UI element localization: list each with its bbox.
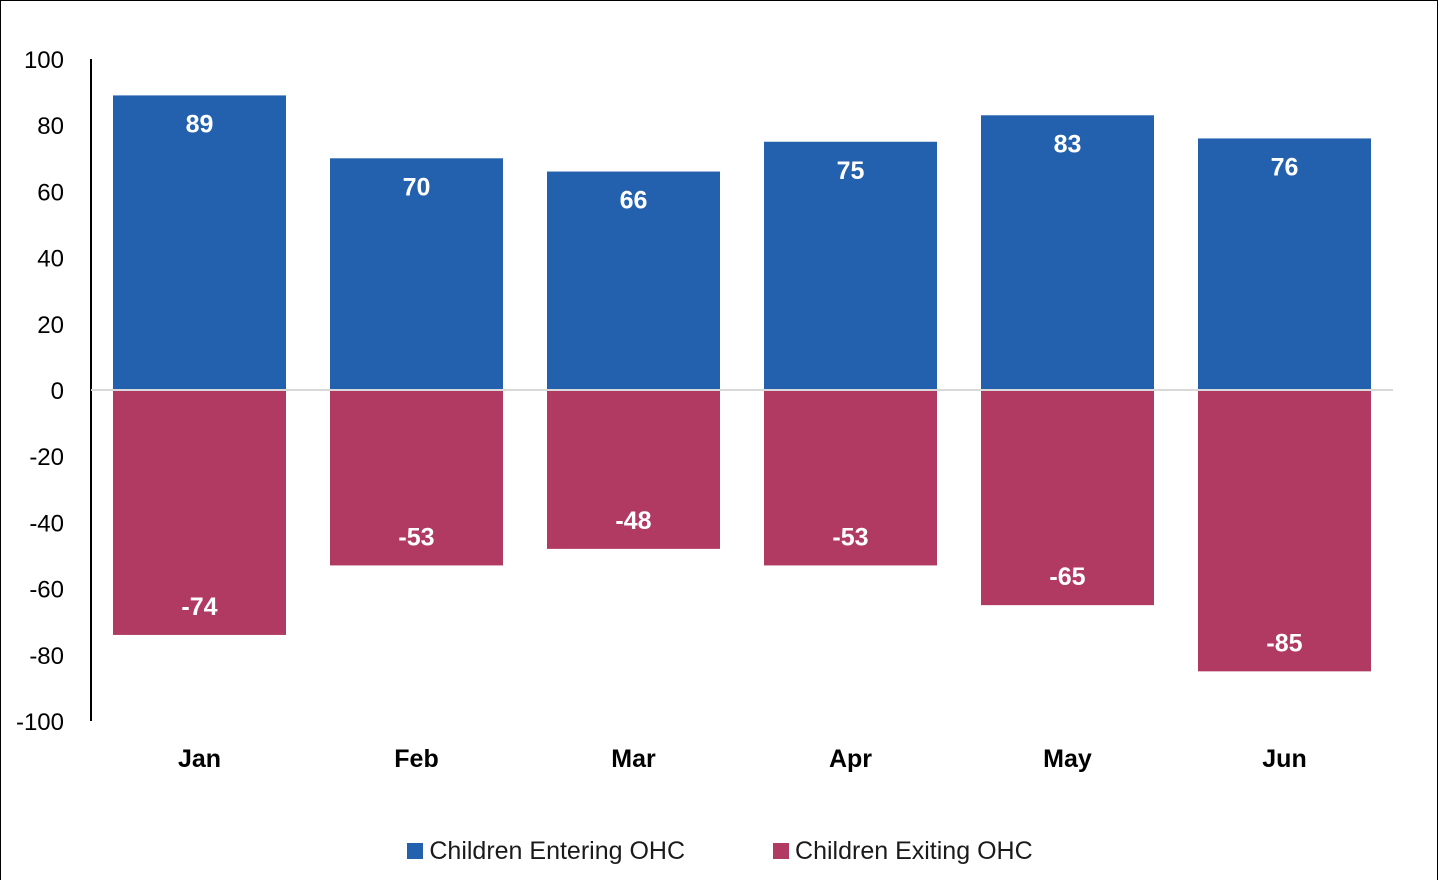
y-tick-label: -100 [16, 709, 64, 736]
x-category-label: Apr [829, 745, 872, 773]
legend-label-entering: Children Entering OHC [429, 836, 686, 865]
x-category-label: Mar [611, 745, 656, 773]
x-category-label: Jun [1262, 745, 1306, 773]
data-label-exiting-jan: -74 [181, 593, 217, 621]
data-label-entering-feb: 70 [403, 173, 431, 201]
data-label-exiting-jun: -85 [1266, 629, 1302, 657]
y-tick-label: -40 [29, 510, 64, 537]
data-label-entering-apr: 75 [837, 157, 865, 185]
bar-exiting-jan [113, 390, 286, 635]
data-label-exiting-apr: -53 [832, 523, 868, 551]
bar-exiting-jun [1198, 390, 1371, 672]
x-axis-categories: Jan Feb Mar Apr May Jun [178, 745, 1307, 773]
y-tick-label: -60 [29, 577, 64, 604]
bar-exiting-apr [764, 390, 937, 566]
y-tick-label: 40 [37, 246, 64, 273]
legend-swatch-entering [407, 843, 424, 859]
data-label-entering-may: 83 [1054, 130, 1082, 158]
legend-label-exiting: Children Exiting OHC [795, 836, 1033, 865]
y-tick-label: -80 [29, 643, 64, 670]
x-category-label: May [1043, 745, 1092, 773]
bar-exiting-feb [330, 390, 503, 566]
bar-entering-mar [547, 171, 720, 390]
y-axis-ticks: 100 80 60 40 20 0 -20 -40 -60 -80 -100 [16, 47, 64, 736]
legend-item-entering: Children Entering OHC [407, 837, 685, 866]
data-label-exiting-feb: -53 [398, 523, 434, 551]
y-tick-label: 20 [37, 312, 64, 339]
data-label-exiting-mar: -48 [615, 507, 651, 535]
y-tick-label: 0 [51, 378, 64, 405]
data-label-entering-jan: 89 [186, 110, 214, 138]
legend-swatch-exiting [773, 843, 790, 859]
legend-item-exiting: Children Exiting OHC [773, 837, 1033, 866]
y-tick-label: 80 [37, 113, 64, 140]
y-tick-label: -20 [29, 444, 64, 471]
diverging-bar-chart: 100 80 60 40 20 0 -20 -40 -60 -80 -100 89 -74 70 -53 6… [16, 47, 1393, 773]
data-label-entering-jun: 76 [1271, 153, 1299, 181]
data-label-exiting-may: -65 [1049, 563, 1085, 591]
bar-entering-feb [330, 158, 503, 390]
data-label-entering-mar: 66 [620, 187, 648, 215]
legend: Children Entering OHC Children Exiting O… [0, 833, 1440, 869]
y-tick-label: 60 [37, 179, 64, 206]
bar-exiting-mar [547, 390, 720, 549]
bar-entering-apr [764, 141, 937, 390]
x-category-label: Feb [394, 745, 438, 773]
bar-entering-jun [1198, 138, 1371, 390]
bar-exiting-may [981, 390, 1154, 606]
bar-entering-may [981, 115, 1154, 391]
x-category-label: Jan [178, 745, 221, 773]
y-tick-label: 100 [24, 47, 64, 74]
bar-entering-jan [113, 95, 286, 390]
bars: 89 -74 70 -53 66 -48 75 -53 83 -65 76 -85 [113, 95, 1371, 672]
